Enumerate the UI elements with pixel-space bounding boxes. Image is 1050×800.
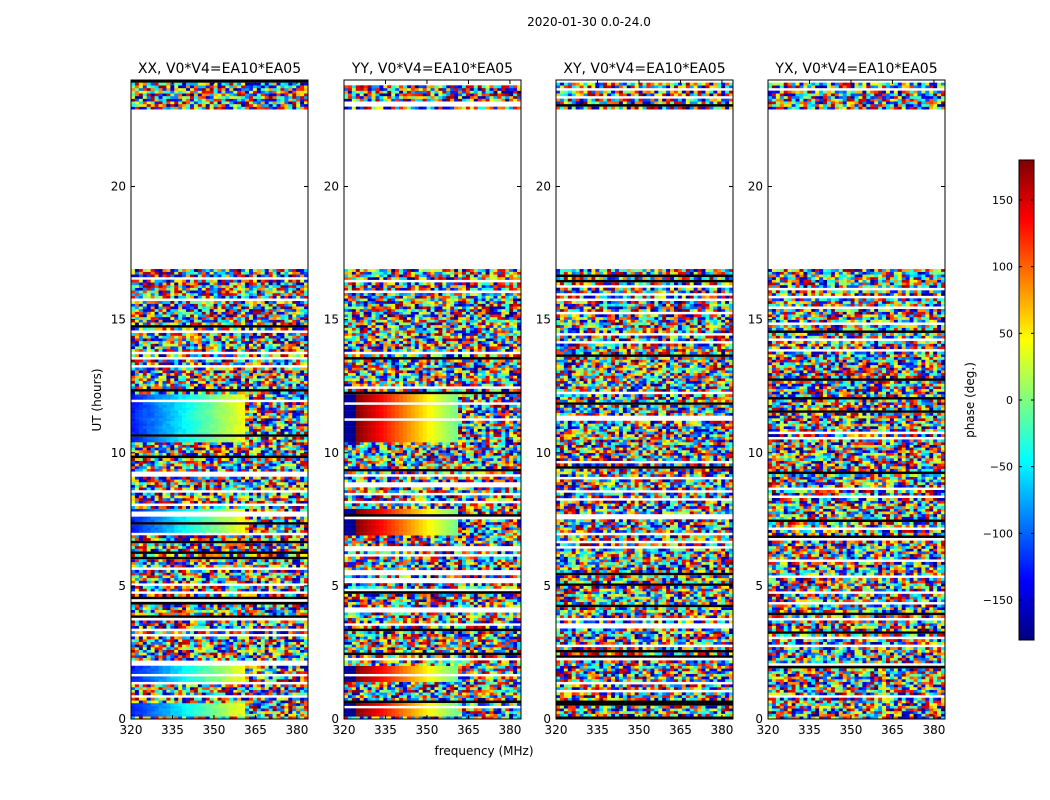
y-tick-label: 0 [543,712,551,726]
y-tick-label: 0 [755,712,763,726]
y-tick-label: 10 [536,446,551,460]
phase-heatmap [131,80,308,719]
x-tick-label: 350 [628,723,651,737]
x-axis-label: frequency (MHz) [434,744,533,758]
x-tick-label: 365 [881,723,904,737]
colorbar-tick-label: 100 [992,261,1013,274]
panel-title: YY, V0*V4=EA10*EA05 [351,61,513,77]
colorbar-tick-label: 0 [1006,394,1013,407]
panel-frame [130,79,309,720]
x-tick-label: 320 [545,723,568,737]
panel-xx: XX, V0*V4=EA10*EA05 320 335 350 365 380 0 5 10 15… [111,61,309,737]
y-tick-label: 20 [536,180,551,194]
phase-heatmap [556,80,733,719]
x-tick-label: 335 [798,723,821,737]
figure-suptitle: 2020-01-30 0.0-24.0 [527,15,651,29]
panel-frame [343,79,522,720]
colorbar-tick-label: −150 [983,594,1013,607]
phase-heatmap [344,80,521,719]
panel-group: XX, V0*V4=EA10*EA05 320 335 350 365 380 0 5 10 15… [111,61,946,737]
x-tick-label: 335 [374,723,397,737]
y-tick-label: 5 [755,579,763,593]
panel-frame [555,79,734,720]
panel-title: XY, V0*V4=EA10*EA05 [563,61,725,77]
x-tick-label: 335 [586,723,609,737]
x-tick-label: 380 [498,723,521,737]
x-tick-label: 380 [285,723,308,737]
y-tick-label: 5 [118,579,126,593]
y-tick-label: 15 [324,313,339,327]
x-tick-label: 320 [757,723,780,737]
x-tick-label: 335 [161,723,184,737]
y-tick-label: 15 [111,313,126,327]
y-tick-label: 20 [748,180,763,194]
y-tick-label: 20 [324,180,339,194]
colorbar-label: phase (deg.) [963,362,977,438]
panel-yx: YX, V0*V4=EA10*EA05 320 335 350 365 380 0 5 10 15… [748,61,946,737]
x-tick-label: 350 [203,723,226,737]
y-tick-label: 10 [748,446,763,460]
y-tick-label: 20 [111,180,126,194]
y-tick-label: 15 [536,313,551,327]
colorbar-tick-label: −50 [990,461,1013,474]
colorbar-tick-label: 150 [992,194,1013,207]
phase-heatmap [768,80,945,719]
x-tick-label: 350 [416,723,439,737]
panel-title: XX, V0*V4=EA10*EA05 [138,61,301,77]
y-tick-label: 0 [331,712,339,726]
panel-title: YX, V0*V4=EA10*EA05 [774,61,937,77]
x-tick-label: 320 [120,723,143,737]
panel-xy: XY, V0*V4=EA10*EA05 320 335 350 365 380 0 5 10 15… [536,61,734,737]
y-tick-label: 0 [118,712,126,726]
y-tick-label: 15 [748,313,763,327]
x-tick-label: 350 [840,723,863,737]
panel-yy: YY, V0*V4=EA10*EA05 320 335 350 365 380 0 5 10 15… [324,61,522,737]
x-tick-label: 365 [457,723,480,737]
panel-frame [767,79,946,720]
x-tick-label: 320 [333,723,356,737]
colorbar: phase (deg.) −150 −100 −50 0 50 100 150 [963,159,1035,641]
x-tick-label: 365 [669,723,692,737]
y-axis-label: UT (hours) [90,368,104,431]
x-tick-label: 380 [710,723,733,737]
x-tick-label: 365 [244,723,267,737]
y-tick-label: 10 [324,446,339,460]
colorbar-tick-label: −100 [983,527,1013,540]
y-tick-label: 5 [331,579,339,593]
x-tick-label: 380 [922,723,945,737]
y-tick-label: 10 [111,446,126,460]
y-tick-label: 5 [543,579,551,593]
colorbar-tick-label: 50 [999,327,1013,340]
